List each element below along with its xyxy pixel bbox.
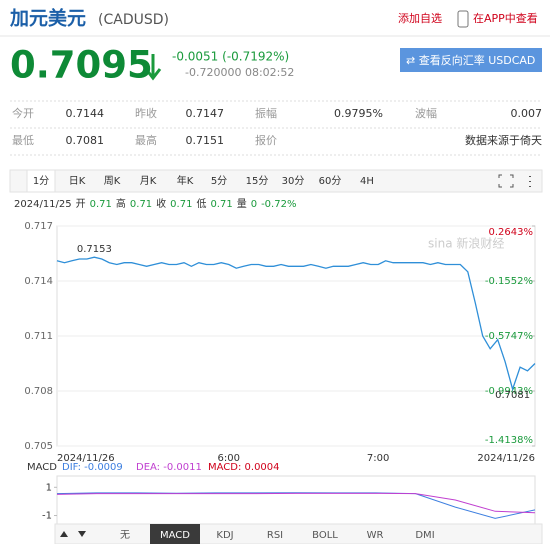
tab[interactable]: 60分: [319, 175, 342, 187]
tab[interactable]: 周K: [104, 175, 121, 187]
y2-tick-label: 0.2643%: [489, 227, 534, 238]
stat-value: 0.9795%: [334, 107, 383, 120]
stat-value: 0.007: [511, 107, 543, 120]
indicator-tab[interactable]: BOLL: [312, 530, 338, 541]
y-tick-label: 0.717: [24, 221, 53, 232]
tab[interactable]: 30分: [282, 175, 305, 187]
y-tick-label: 0.705: [24, 441, 53, 452]
watermark: sina 新浪财经: [428, 236, 504, 251]
stat-label: 昨收: [135, 106, 157, 120]
macd-line: [56, 492, 536, 519]
tab[interactable]: 日K: [69, 176, 86, 187]
annotation: 0.7153: [77, 244, 112, 255]
tab-bar: [9, 169, 543, 193]
tab[interactable]: 月K: [140, 175, 157, 187]
down-button[interactable]: [78, 531, 86, 537]
change: -0.0051 (-0.7192%): [172, 50, 289, 64]
dif-label: DIF: -0.0009: [62, 462, 123, 473]
indicator-tab[interactable]: KDJ: [216, 530, 233, 541]
macd-name: MACD: [27, 462, 57, 473]
macd-tick-label: -1: [42, 511, 52, 522]
source: 数据来源于倚天: [465, 133, 542, 147]
tab[interactable]: 1分: [33, 175, 49, 187]
macd-label: MACD: 0.0004: [208, 462, 280, 473]
info-value: 0.71: [90, 199, 112, 210]
stat-label: 最低: [12, 134, 34, 147]
tab[interactable]: 4H: [360, 176, 374, 187]
y2-tick-label: -0.9943%: [485, 386, 533, 397]
info-value: 0: [251, 199, 257, 210]
indicator-tab[interactable]: RSI: [267, 530, 283, 541]
down-arrow: [144, 54, 162, 81]
stat-label: 最高: [135, 133, 157, 147]
price: 0.7095: [10, 44, 153, 87]
info-value: 0.71: [170, 199, 192, 210]
stat-label: 报价: [255, 133, 277, 147]
stat-label: 振幅: [255, 106, 277, 120]
stat-value: 0.7151: [186, 134, 225, 147]
y2-tick-label: -0.1552%: [485, 276, 533, 287]
info-label: 量: [237, 198, 247, 210]
stat-label: 今开: [12, 106, 34, 120]
fullscreen-icon[interactable]: [498, 174, 514, 188]
info-label: 高: [116, 197, 126, 210]
info-value: 0.71: [130, 199, 152, 210]
y2-tick-label: -1.4138%: [485, 435, 533, 446]
annotation: 0.7081: [495, 390, 530, 401]
info-change: -0.72%: [261, 199, 296, 210]
macd-frame: [56, 475, 536, 525]
active-indicator: [150, 524, 200, 544]
tab[interactable]: 15分: [246, 175, 269, 187]
code: (CADUSD): [98, 12, 169, 28]
info-value: 0.71: [210, 199, 232, 210]
app-view[interactable]: 在APP中查看: [473, 11, 538, 25]
price-line: [56, 256, 536, 392]
info-label: 收: [156, 197, 166, 210]
dea-label: DEA: -0.0011: [136, 462, 202, 473]
sub: -0.720000 08:02:52: [185, 66, 294, 79]
up-button[interactable]: [60, 531, 68, 537]
stat-value: 0.7081: [66, 134, 105, 147]
x-tick-label: 2024/11/26: [57, 453, 115, 464]
x-tick-label: 6:00: [218, 453, 240, 464]
add-watchlist[interactable]: 添加自选: [398, 11, 442, 25]
active-tab: [26, 169, 56, 193]
macd-line: [56, 492, 536, 514]
y2-tick-label: -0.5747%: [485, 331, 533, 342]
indicator-tab[interactable]: DMI: [415, 530, 434, 541]
info-label: 低: [196, 197, 206, 210]
y-tick-label: 0.711: [24, 331, 53, 342]
info-date: 2024/11/25: [14, 199, 72, 210]
macd-tick-label: 1: [46, 482, 52, 493]
tab[interactable]: 5分: [211, 175, 227, 187]
phone-icon: [457, 10, 469, 28]
stat-value: 0.7147: [186, 107, 225, 120]
reverse-button[interactable]: ⇄ 查看反向汇率 USDCAD: [406, 53, 535, 67]
x-tick-label: 2024/11/26: [477, 453, 535, 464]
y-tick-label: 0.714: [24, 276, 53, 287]
info-label: 开: [76, 199, 86, 210]
stat-value: 0.7144: [66, 107, 105, 120]
tab[interactable]: 年K: [177, 174, 194, 187]
indicator-tab[interactable]: 无: [120, 530, 130, 541]
indicator-tab[interactable]: WR: [367, 530, 384, 541]
reverse-button-bg[interactable]: [400, 48, 542, 72]
indicator-tab[interactable]: MACD: [160, 530, 190, 541]
x-tick-label: 7:00: [367, 453, 389, 464]
title: 加元美元: [9, 7, 86, 30]
y-tick-label: 0.708: [24, 386, 53, 397]
stat-label: 波幅: [415, 107, 437, 120]
